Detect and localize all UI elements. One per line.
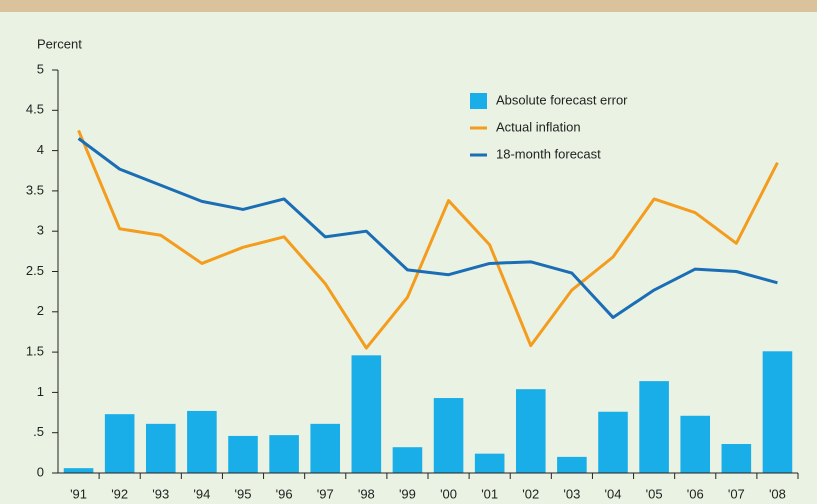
bar [639, 381, 669, 473]
legend-swatch [470, 93, 487, 109]
y-tick-label: 4.5 [26, 102, 44, 117]
bar [392, 447, 423, 473]
x-tick-label: '05 [646, 486, 663, 501]
x-tick-label: '98 [358, 486, 375, 501]
line [77, 129, 779, 350]
legend-label: Actual inflation [496, 119, 581, 134]
x-tick-label: '96 [276, 486, 293, 501]
x-tick-label: '93 [152, 486, 169, 501]
bar [187, 410, 217, 473]
x-tick-label: '99 [399, 486, 416, 501]
bar [557, 456, 587, 473]
y-tick-label: 1 [37, 384, 44, 399]
x-tick-label: '97 [317, 486, 334, 501]
y-tick-label: 2.5 [26, 263, 44, 278]
legend-label: 18-month forecast [496, 146, 601, 161]
bar [680, 415, 711, 473]
y-tick-label: 4 [37, 142, 44, 157]
bar [269, 435, 299, 473]
x-tick-label: '06 [687, 486, 704, 501]
bar [598, 411, 628, 473]
x-tick-label: '95 [235, 486, 252, 501]
x-tick-label: '91 [70, 486, 87, 501]
bar [63, 468, 94, 473]
x-tick-label: '94 [193, 486, 210, 501]
bar [721, 443, 752, 473]
legend-label: Absolute forecast error [496, 92, 628, 107]
line [77, 137, 778, 319]
y-tick-label: 5 [37, 61, 44, 76]
bar [515, 389, 546, 473]
y-axis-label: Percent [37, 36, 82, 51]
bar [104, 414, 135, 473]
x-tick-label: '01 [481, 486, 498, 501]
x-tick-label: '02 [522, 486, 539, 501]
y-tick-label: 0 [37, 464, 44, 479]
y-tick-label: 2 [37, 303, 44, 318]
bar [433, 398, 464, 473]
bar [228, 435, 258, 473]
y-tick-label: 1.5 [26, 344, 44, 359]
bar [310, 423, 341, 473]
x-tick-label: '92 [111, 486, 128, 501]
bar [351, 355, 382, 473]
bar [145, 423, 176, 473]
x-tick-label: '08 [769, 486, 786, 501]
header-band [0, 0, 817, 12]
y-tick-label: .5 [33, 424, 44, 439]
x-tick-label: '03 [563, 486, 580, 501]
y-tick-label: 3.5 [26, 182, 44, 197]
bar [474, 453, 505, 473]
x-tick-label: '04 [605, 486, 622, 501]
x-tick-label: '07 [728, 486, 745, 501]
x-tick-label: '00 [440, 486, 457, 501]
y-tick-label: 3 [37, 223, 44, 238]
bar [762, 351, 793, 473]
